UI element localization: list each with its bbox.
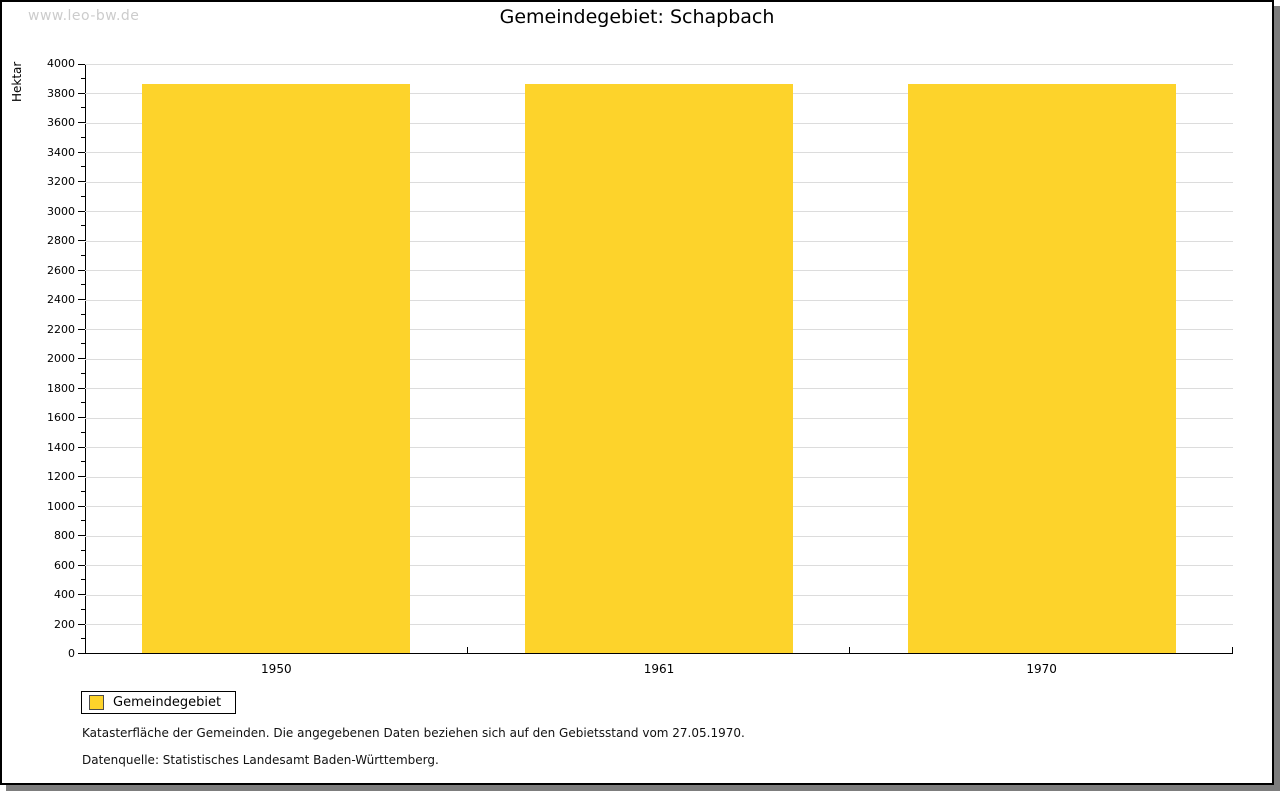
y-major-tick	[78, 328, 85, 330]
legend-swatch-icon	[89, 695, 104, 710]
y-minor-tick	[81, 195, 85, 197]
y-tick-label: 1200	[47, 470, 75, 483]
y-minor-tick	[81, 638, 85, 640]
y-minor-tick	[81, 107, 85, 109]
bar-1970[interactable]	[907, 83, 1176, 653]
y-major-tick	[78, 151, 85, 153]
y-major-tick	[78, 623, 85, 625]
y-minor-tick	[81, 431, 85, 433]
y-tick-label: 1800	[47, 381, 75, 395]
y-minor-tick	[81, 313, 85, 315]
y-major-tick	[78, 181, 85, 182]
y-tick-label: 3200	[47, 175, 75, 188]
y-tick-label: 200	[54, 617, 75, 631]
y-tick-label: 3600	[47, 116, 75, 129]
y-tick-label: 600	[54, 558, 75, 572]
y-major-tick	[78, 387, 85, 389]
y-major-tick	[78, 269, 85, 271]
y-tick-label: 2000	[47, 352, 75, 365]
x-tick	[1232, 647, 1233, 653]
y-minor-tick	[81, 343, 85, 345]
y-minor-tick	[81, 77, 85, 79]
y-major-tick	[78, 594, 85, 595]
y-tick-label: 1600	[47, 411, 75, 424]
y-tick-label: 3800	[47, 86, 75, 100]
y-major-tick	[78, 417, 85, 418]
y-major-tick	[78, 476, 85, 477]
y-major-tick	[78, 64, 85, 65]
legend-label: Gemeindegebiet	[113, 695, 222, 710]
chart-title: Gemeindegebiet: Schapbach	[499, 6, 775, 28]
watermark-leo-bw: www.leo-bw.de	[28, 8, 140, 24]
y-minor-tick	[81, 461, 85, 463]
y-major-tick	[78, 240, 85, 241]
y-major-tick	[78, 299, 85, 300]
y-major-tick	[78, 535, 85, 536]
plot-area: 0 200 400 600 800 1000 1200 1400 1600 1800 2000 220…	[47, 57, 1233, 676]
x-tick-label: 1961	[643, 662, 675, 676]
y-major-tick	[78, 210, 85, 212]
y-minor-tick	[81, 166, 85, 168]
y-minor-tick	[81, 372, 85, 374]
y-minor-tick	[81, 284, 85, 286]
y-minor-tick	[81, 490, 85, 492]
x-tick-label: 1950	[261, 662, 292, 676]
y-tick-label: 4000	[47, 57, 75, 70]
y-tick-label: 2800	[47, 234, 75, 247]
y-gridline	[85, 63, 1233, 65]
y-tick-label: 1000	[47, 499, 75, 513]
y-minor-tick	[81, 549, 85, 551]
footnote-source: Datenquelle: Statistisches Landesamt Bad…	[82, 753, 439, 767]
y-minor-tick	[81, 254, 85, 256]
y-minor-tick	[81, 579, 85, 581]
bar-1950[interactable]	[142, 84, 411, 653]
y-major-tick	[78, 446, 85, 448]
y-tick-label: 0	[68, 647, 75, 660]
x-axis-line	[85, 653, 1233, 654]
y-tick-label: 2600	[47, 263, 75, 277]
bar-1961[interactable]	[525, 84, 793, 653]
y-minor-tick	[81, 136, 85, 138]
x-tick	[849, 647, 851, 653]
y-tick-label: 3400	[47, 145, 75, 159]
footnote-data-note: Katasterfläche der Gemeinden. Die angege…	[82, 726, 745, 740]
y-major-tick	[78, 505, 85, 507]
x-tick-label: 1970	[1026, 662, 1057, 676]
y-tick-label: 400	[54, 588, 75, 601]
x-tick	[466, 647, 468, 653]
y-major-tick	[78, 122, 85, 123]
y-major-tick	[78, 653, 85, 654]
y-major-tick	[78, 358, 85, 359]
y-tick-label: 1400	[47, 440, 75, 454]
y-minor-tick	[81, 402, 85, 404]
y-major-tick	[78, 564, 85, 566]
y-tick-label: 2200	[47, 322, 75, 336]
y-major-tick	[78, 92, 85, 94]
y-tick-label: 3000	[47, 204, 75, 218]
y-minor-tick	[81, 608, 85, 610]
y-minor-tick	[81, 225, 85, 227]
y-tick-label: 2400	[47, 293, 75, 306]
y-minor-tick	[81, 520, 85, 522]
y-tick-label: 800	[54, 529, 75, 542]
legend-box: Gemeindegebiet	[81, 691, 237, 714]
